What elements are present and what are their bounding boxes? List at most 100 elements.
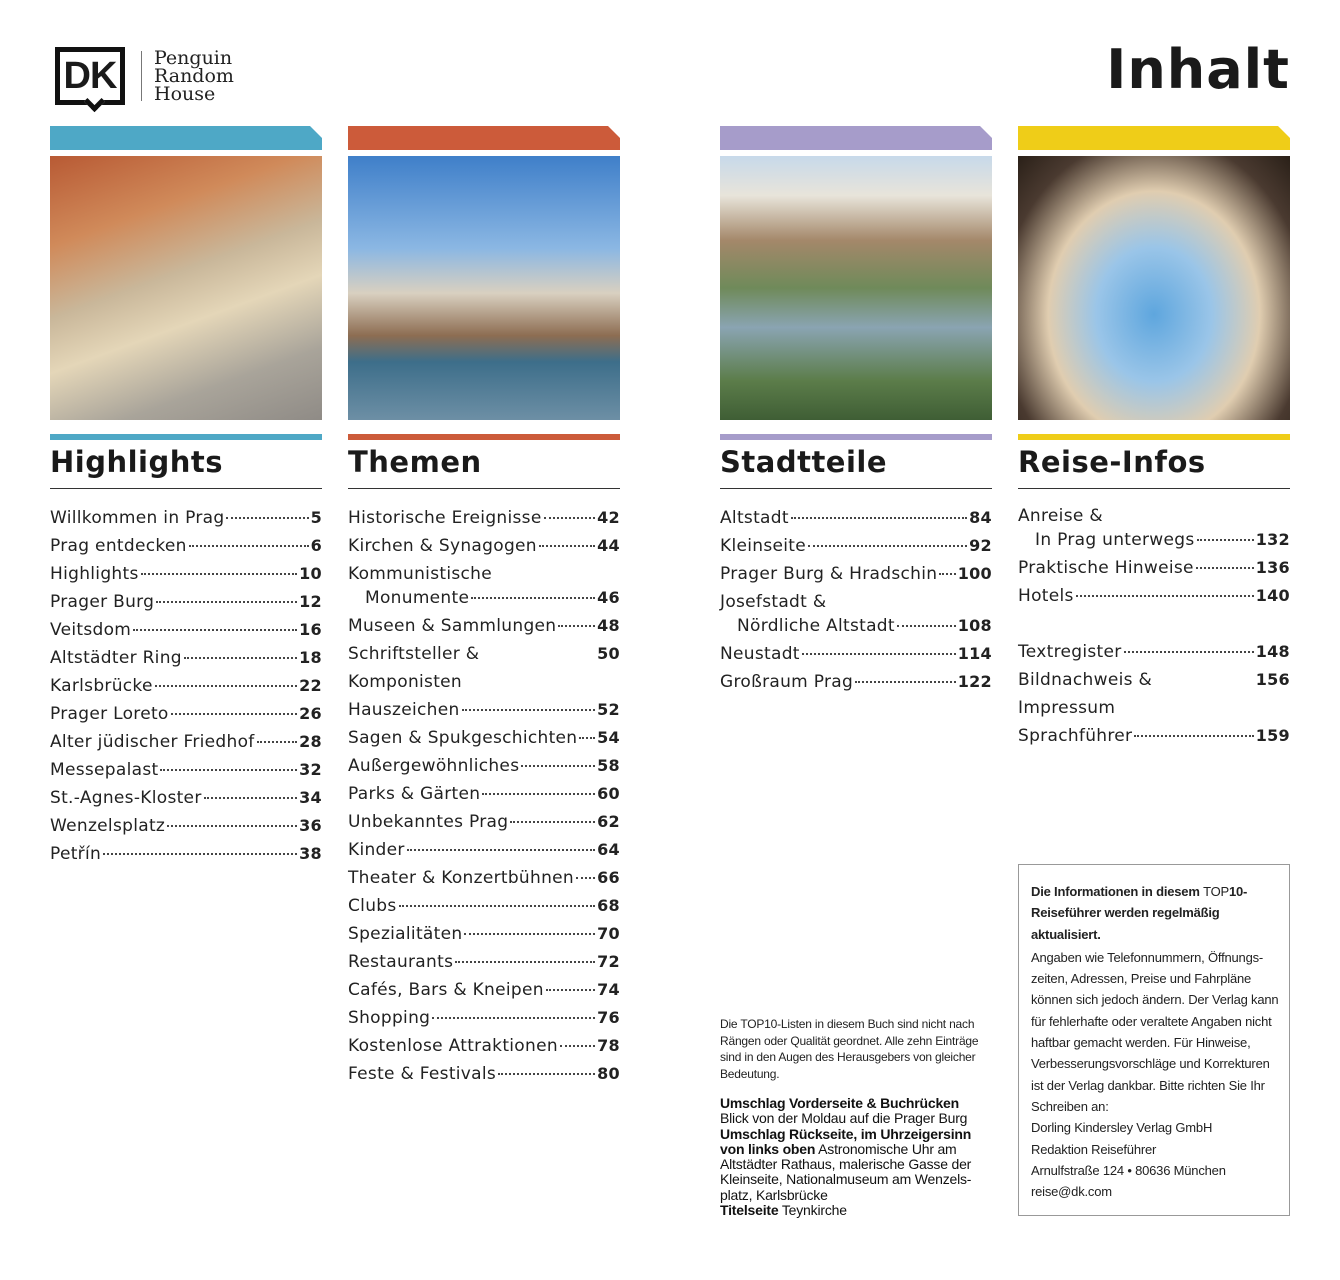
- dk-logo: DK: [55, 47, 125, 105]
- toc-entry[interactable]: Praktische Hinweise 136: [1018, 554, 1290, 582]
- toc-entry[interactable]: Cafés, Bars & Kneipen 74: [348, 976, 620, 1004]
- page-number: 6: [310, 536, 322, 555]
- page-number: 10: [299, 564, 322, 583]
- page-number: 58: [597, 756, 620, 775]
- logo-line: House: [154, 83, 216, 105]
- cover-label: Umschlag Rückseite, im Uhrzeigersinn von…: [720, 1125, 972, 1157]
- page-number: 92: [969, 536, 992, 555]
- toc-entry[interactable]: Großraum Prag 122: [720, 668, 992, 696]
- toc-entry[interactable]: Sagen & Spukgeschichten 54: [348, 724, 620, 752]
- section-photo: [720, 156, 992, 420]
- section-reise-infos: Reise-Infos Anreise & In Prag unterwegs 132…: [1018, 126, 1290, 750]
- page-title: Inhalt: [1106, 38, 1290, 101]
- toc-entry[interactable]: Feste & Festivals 80: [348, 1060, 620, 1088]
- cover-text: Blick von der Moldau auf die Prager Burg: [720, 1110, 968, 1127]
- page-number: 114: [957, 644, 992, 663]
- info-heading: Die Informationen in diesem TOP10-Reisef…: [1031, 884, 1248, 942]
- toc-entry[interactable]: Messepalast 32: [50, 756, 322, 784]
- info-address-line: Redaktion Reiseführer: [1031, 1141, 1157, 1157]
- cover-text: Astronomische Uhr am Altstädter Rathaus,…: [720, 1140, 972, 1203]
- toc-entry[interactable]: Hauszeichen 52: [348, 696, 620, 724]
- toc-entry[interactable]: Theater & Konzertbühnen 66: [348, 864, 620, 892]
- section-themen: Themen Historische Ereignisse 42 Kirchen & …: [348, 126, 620, 1088]
- page-number: 132: [1255, 530, 1290, 549]
- section-heading: Highlights: [50, 445, 322, 489]
- toc-entry[interactable]: Kirchen & Synagogen 44: [348, 532, 620, 560]
- info-address-line: Dorling Kindersley Verlag GmbH: [1031, 1120, 1213, 1136]
- page-number: 48: [597, 616, 620, 635]
- toc-entry[interactable]: Petřín 38: [50, 840, 322, 868]
- toc-entry[interactable]: Hotels 140: [1018, 582, 1290, 610]
- page-number: 52: [597, 700, 620, 719]
- section-heading: Themen: [348, 445, 620, 489]
- toc-entry[interactable]: Willkommen in Prag 5: [50, 504, 322, 532]
- toc-entry[interactable]: Historische Ereignisse 42: [348, 504, 620, 532]
- penguin-random-house-logo: Penguin Random House: [154, 47, 234, 105]
- logo-line: Random: [154, 65, 234, 87]
- page-number: 140: [1255, 586, 1290, 605]
- toc-entry[interactable]: St.-Agnes-Kloster 34: [50, 784, 322, 812]
- toc-entry[interactable]: Schriftsteller & Komponisten 50: [348, 640, 620, 696]
- page-number: 68: [597, 896, 620, 915]
- page-number: 70: [597, 924, 620, 943]
- page-number: 76: [597, 1008, 620, 1027]
- toc-entry[interactable]: Textregister 148: [1018, 638, 1290, 666]
- toc-entry[interactable]: Wenzelsplatz 36: [50, 812, 322, 840]
- toc-entry[interactable]: Altstadt 84: [720, 504, 992, 532]
- toc-entry[interactable]: Anreise & In Prag unterwegs 132: [1018, 506, 1290, 550]
- page-number: 108: [957, 616, 992, 635]
- section-divider: [50, 434, 322, 440]
- toc-entry[interactable]: Altstädter Ring 18: [50, 644, 322, 672]
- cover-label: Umschlag Vorderseite & Buchrücken: [720, 1095, 959, 1111]
- section-color-bar: [1018, 126, 1290, 150]
- section-photo: [1018, 156, 1290, 420]
- toc-entry[interactable]: Spezialitäten 70: [348, 920, 620, 948]
- toc-entry[interactable]: Kostenlose Attraktionen 78: [348, 1032, 620, 1060]
- toc-entry[interactable]: Highlights 10: [50, 560, 322, 588]
- page-number: 36: [299, 816, 322, 835]
- page-number: 26: [299, 704, 322, 723]
- logo-line: Penguin: [154, 47, 233, 69]
- info-box: Die Informationen in diesem TOP10-Reisef…: [1018, 864, 1290, 1216]
- info-email[interactable]: reise@dk.com: [1031, 1184, 1112, 1200]
- page-number: 28: [299, 732, 322, 751]
- section-color-bar: [720, 126, 992, 150]
- page-number: 80: [597, 1064, 620, 1083]
- toc-entry[interactable]: Neustadt 114: [720, 640, 992, 668]
- toc-entry[interactable]: Parks & Gärten 60: [348, 780, 620, 808]
- toc-entry[interactable]: Prager Burg & Hradschin 100: [720, 560, 992, 588]
- cover-label: Titelseite: [720, 1202, 779, 1219]
- toc-entry[interactable]: Alter jüdischer Friedhof 28: [50, 728, 322, 756]
- toc-entry[interactable]: Clubs 68: [348, 892, 620, 920]
- cover-text: Teynkirche: [781, 1202, 847, 1219]
- toc-entry[interactable]: Bildnachweis & Impressum 156: [1018, 666, 1290, 722]
- toc-entry[interactable]: Unbekanntes Prag 62: [348, 808, 620, 836]
- section-highlights: Highlights Willkommen in Prag 5 Prag entdec…: [50, 126, 322, 868]
- toc-entry[interactable]: Museen & Sammlungen 48: [348, 612, 620, 640]
- page-number: 18: [299, 648, 322, 667]
- toc-entry[interactable]: Kommunistische Monumente 46: [348, 564, 620, 608]
- page-number: 54: [597, 728, 620, 747]
- page-number: 44: [597, 536, 620, 555]
- toc-entry[interactable]: Shopping 76: [348, 1004, 620, 1032]
- toc-entry[interactable]: Restaurants 72: [348, 948, 620, 976]
- section-photo: [348, 156, 620, 420]
- toc-entry[interactable]: Veitsdom 16: [50, 616, 322, 644]
- toc-entry[interactable]: Kinder 64: [348, 836, 620, 864]
- toc-entry[interactable]: Karlsbrücke 22: [50, 672, 322, 700]
- section-heading: Reise-Infos: [1018, 445, 1290, 489]
- page-number: 66: [597, 868, 620, 887]
- toc-entry[interactable]: Sprachführer 159: [1018, 722, 1290, 750]
- toc-entry[interactable]: Prag entdecken 6: [50, 532, 322, 560]
- toc-entry[interactable]: Josefstadt & Nördliche Altstadt 108: [720, 592, 992, 636]
- toc-entry[interactable]: Außergewöhnliches 58: [348, 752, 620, 780]
- toc-entry[interactable]: Kleinseite 92: [720, 532, 992, 560]
- toc-entry[interactable]: Prager Loreto 26: [50, 700, 322, 728]
- section-stadtteile: Stadtteile Altstadt 84 Kleinseite 92 Prager B…: [720, 126, 992, 696]
- section-divider: [1018, 434, 1290, 440]
- toc-entry[interactable]: Prager Burg 12: [50, 588, 322, 616]
- page-number: 84: [969, 508, 992, 527]
- page-number: 12: [299, 592, 322, 611]
- page-number: 78: [597, 1036, 620, 1055]
- page-number: 72: [597, 952, 620, 971]
